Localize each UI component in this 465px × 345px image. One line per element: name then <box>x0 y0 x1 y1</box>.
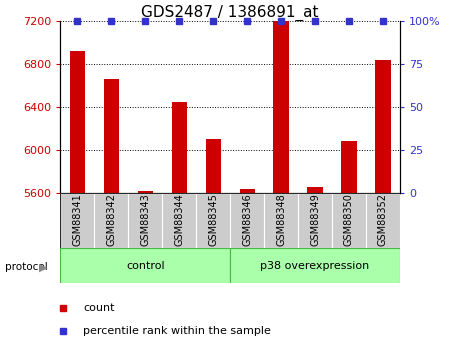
Text: control: control <box>126 261 165 270</box>
Text: GSM88344: GSM88344 <box>174 193 184 246</box>
Bar <box>138 190 153 193</box>
Text: GSM88341: GSM88341 <box>73 193 82 246</box>
Bar <box>230 193 264 248</box>
Bar <box>162 193 196 248</box>
Title: GDS2487 / 1386891_at: GDS2487 / 1386891_at <box>141 4 319 21</box>
Bar <box>332 193 366 248</box>
Bar <box>60 248 230 283</box>
Text: GSM88345: GSM88345 <box>208 193 218 246</box>
Text: GSM88348: GSM88348 <box>276 193 286 246</box>
Text: GSM88352: GSM88352 <box>378 193 388 246</box>
Bar <box>172 101 187 193</box>
Bar <box>206 139 221 193</box>
Bar <box>273 21 289 193</box>
Bar <box>298 193 332 248</box>
Bar <box>128 193 162 248</box>
Text: GSM88343: GSM88343 <box>140 193 150 246</box>
Bar <box>366 193 400 248</box>
Bar <box>230 248 400 283</box>
Text: GSM88349: GSM88349 <box>310 193 320 246</box>
Bar <box>94 193 128 248</box>
Text: GSM88342: GSM88342 <box>106 193 116 246</box>
Bar <box>307 187 323 193</box>
Text: count: count <box>83 303 115 313</box>
Bar <box>70 51 85 193</box>
Bar <box>239 189 255 193</box>
Bar <box>196 193 230 248</box>
Bar <box>341 141 357 193</box>
Bar <box>375 60 391 193</box>
Text: percentile rank within the sample: percentile rank within the sample <box>83 326 271 335</box>
Bar <box>264 193 298 248</box>
Text: GSM88350: GSM88350 <box>344 193 354 246</box>
Text: ▶: ▶ <box>40 263 48 272</box>
Text: GSM88346: GSM88346 <box>242 193 252 246</box>
Text: protocol: protocol <box>5 263 47 272</box>
Bar <box>60 193 94 248</box>
Bar <box>104 79 119 193</box>
Text: p38 overexpression: p38 overexpression <box>260 261 370 270</box>
